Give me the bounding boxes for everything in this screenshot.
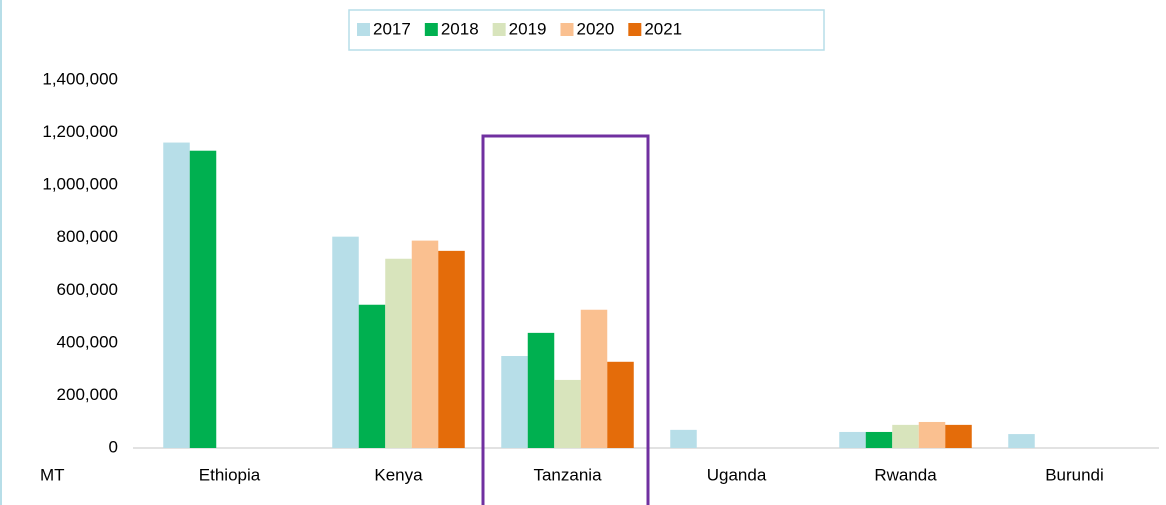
bar [385, 258, 412, 448]
y-tick-label: 0 [109, 437, 118, 456]
legend-swatch [628, 23, 642, 36]
bar [892, 424, 919, 448]
bar [670, 429, 697, 448]
legend-swatch [357, 23, 370, 36]
bar [438, 250, 465, 448]
y-tick-label: 600,000 [57, 280, 118, 299]
bar [607, 361, 634, 448]
y-axis-label: MT [40, 465, 65, 484]
legend-swatch [424, 23, 438, 36]
legend-label: 2019 [509, 19, 547, 38]
bar [945, 424, 972, 448]
y-tick-label: 1,400,000 [42, 69, 118, 88]
bar [189, 150, 217, 449]
legend-label: 2021 [644, 19, 682, 38]
x-tick-label: Rwanda [874, 465, 937, 484]
bar [554, 379, 581, 448]
legend-label: 2020 [576, 19, 614, 38]
bar [411, 240, 439, 448]
legend-swatch [492, 23, 506, 36]
bar [918, 421, 946, 448]
bar [839, 431, 866, 448]
plot: 0 200,000 400,000 600,000 800,000 1,000,000 1,… [42, 69, 1159, 484]
x-tick-label: Tanzania [533, 465, 602, 484]
bar [332, 236, 359, 448]
legend-swatch [560, 23, 574, 36]
bar [580, 309, 608, 448]
bar [358, 304, 386, 448]
y-tick-label: 400,000 [57, 332, 118, 351]
bar [527, 332, 555, 448]
x-tick-label: Ethiopia [199, 465, 261, 484]
legend-label: 2017 [373, 19, 411, 38]
legend-label: 2018 [441, 19, 479, 38]
y-tick-label: 200,000 [57, 385, 118, 404]
bar [865, 431, 893, 448]
legend-box [348, 9, 825, 51]
bar [163, 142, 190, 448]
highlight-box [481, 134, 650, 505]
x-tick-label: Burundi [1045, 465, 1104, 484]
x-tick-label: Uganda [707, 465, 767, 484]
bar [501, 356, 528, 448]
y-tick-label: 1,200,000 [42, 122, 118, 141]
x-tick-label: Kenya [374, 465, 423, 484]
y-tick-label: 1,000,000 [42, 175, 118, 194]
bar [1008, 434, 1035, 448]
y-tick-label: 800,000 [57, 227, 118, 246]
